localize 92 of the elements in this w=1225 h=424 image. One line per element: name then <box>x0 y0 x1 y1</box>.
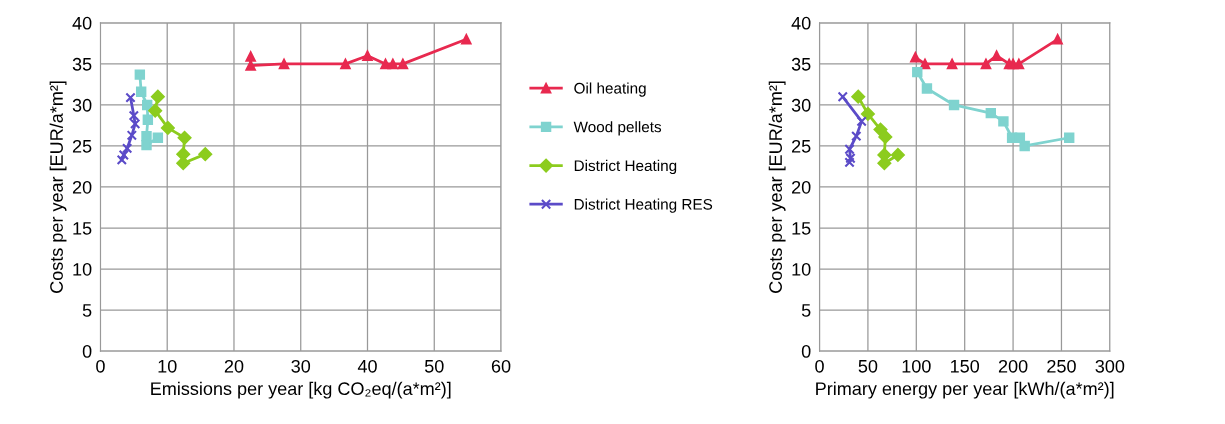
point <box>340 58 351 70</box>
point <box>837 91 848 102</box>
x-tick-label: 20 <box>224 359 244 373</box>
point <box>176 156 191 171</box>
y-tick-label: 25 <box>792 139 811 153</box>
point <box>134 69 146 80</box>
point <box>141 99 153 111</box>
x-tick-label: 150 <box>951 359 980 373</box>
point <box>245 60 256 71</box>
x-tick-label: 50 <box>858 359 878 373</box>
x-tick-label: 50 <box>424 359 444 373</box>
legend-label: Oil heating <box>574 82 646 97</box>
x-tick-label: 300 <box>1095 359 1125 373</box>
point <box>141 139 152 151</box>
x-tick-label: 200 <box>998 359 1028 373</box>
point <box>198 147 213 162</box>
point <box>362 50 373 61</box>
point <box>141 130 152 142</box>
point <box>991 50 1002 61</box>
x-tick-label: 40 <box>357 359 377 373</box>
y-tick-label: 20 <box>792 180 811 194</box>
x-tick-label: 0 <box>815 359 824 373</box>
point <box>873 122 888 137</box>
x-axis-title: Primary energy per year [kWh/(a*m²)] <box>816 381 1114 399</box>
point <box>126 130 138 141</box>
y-tick-label: 40 <box>791 16 811 30</box>
y-tick-label: 20 <box>72 180 92 194</box>
point <box>844 157 855 168</box>
point <box>921 83 933 94</box>
y-tick-label: 15 <box>73 222 92 235</box>
point <box>912 66 923 78</box>
y-tick-label: 30 <box>72 98 92 112</box>
point <box>135 86 147 98</box>
point <box>851 130 862 142</box>
point <box>878 130 893 144</box>
point <box>121 143 133 154</box>
y-tick-label: 5 <box>82 304 92 317</box>
y-tick-label: 10 <box>792 262 811 276</box>
x-tick-label: 0 <box>96 359 105 373</box>
y-axis-title: Costs per year [EUR/a*m²] <box>49 81 67 293</box>
point <box>919 58 931 70</box>
point <box>129 118 141 130</box>
point <box>1019 140 1030 152</box>
y-tick-label: 40 <box>72 16 92 30</box>
x-tick-label: 60 <box>491 359 511 373</box>
point <box>890 148 905 162</box>
y-tick-label: 35 <box>72 57 92 71</box>
legend-label: District Heating RES <box>574 198 713 213</box>
y-tick-label: 25 <box>72 139 92 153</box>
legend-label: Wood pellets <box>573 121 662 136</box>
point <box>397 58 409 70</box>
point <box>116 154 128 166</box>
x-tick-label: 250 <box>1047 359 1076 373</box>
point <box>160 120 175 135</box>
y-tick-label: 5 <box>801 304 811 317</box>
y-tick-label: 0 <box>82 345 92 358</box>
point <box>142 114 154 125</box>
y-tick-label: 0 <box>801 345 811 358</box>
point <box>150 89 165 104</box>
x-axis-title: Emissions per year [kg CO₂eq/(a*m²)] <box>151 381 451 399</box>
point <box>985 107 997 119</box>
y-tick-label: 30 <box>791 98 811 112</box>
x-tick-label: 10 <box>158 359 177 373</box>
point <box>1052 34 1063 45</box>
point <box>245 51 256 62</box>
point <box>946 58 958 70</box>
point <box>998 116 1009 127</box>
point <box>1013 58 1025 70</box>
legend-label: District Heating <box>574 159 677 175</box>
point <box>461 34 472 45</box>
point <box>387 58 399 70</box>
point <box>860 107 875 121</box>
point <box>856 116 867 127</box>
point <box>980 58 992 70</box>
y-tick-label: 15 <box>792 222 811 235</box>
point <box>380 58 391 70</box>
point <box>177 130 192 145</box>
y-axis-title: Costs per year [EUR/a*m²] <box>768 81 786 293</box>
point <box>125 92 136 103</box>
point <box>910 52 921 63</box>
point <box>851 89 866 104</box>
point <box>844 144 855 155</box>
point <box>1064 132 1075 143</box>
y-tick-label: 35 <box>791 57 811 71</box>
point <box>152 132 164 143</box>
point <box>278 58 290 70</box>
x-tick-label: 30 <box>291 359 311 373</box>
point <box>128 110 140 121</box>
point <box>948 99 960 111</box>
point <box>148 103 163 118</box>
x-tick-label: 100 <box>902 359 931 373</box>
y-tick-label: 10 <box>73 262 92 276</box>
